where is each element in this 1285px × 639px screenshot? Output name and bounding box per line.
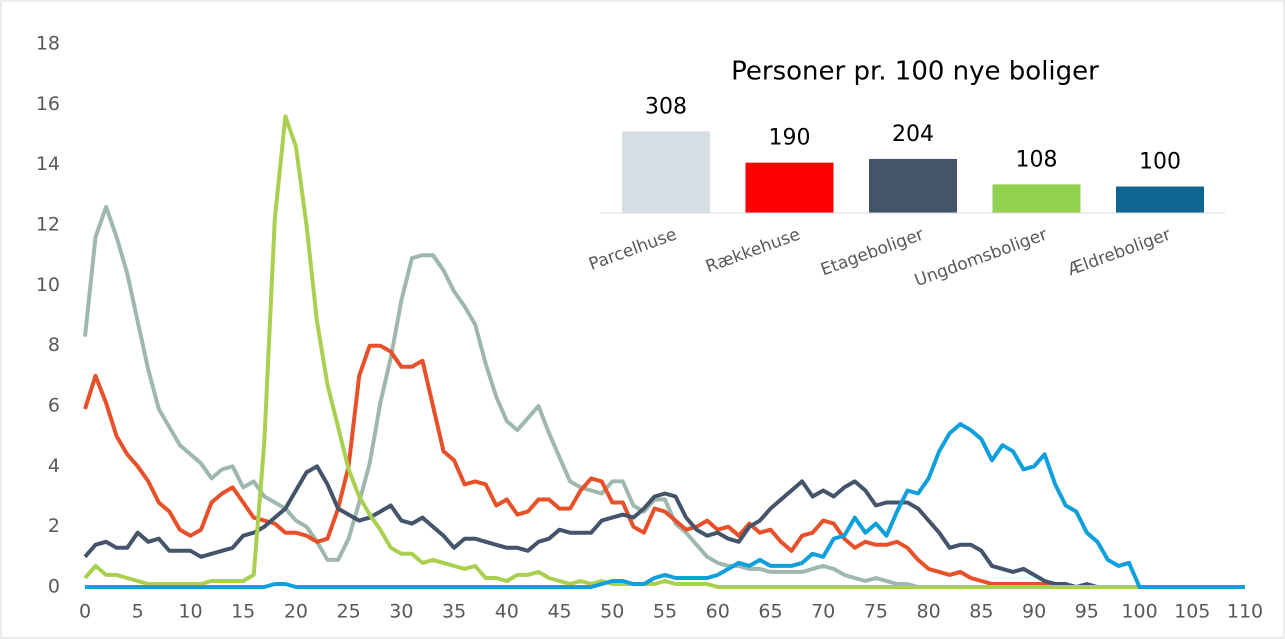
y-tick-label: 8 — [48, 334, 60, 356]
x-tick-label: 45 — [547, 601, 571, 623]
bar — [745, 162, 834, 213]
x-tick-label: 35 — [442, 601, 466, 623]
bar — [1116, 186, 1204, 213]
x-tick-label: 20 — [284, 601, 308, 623]
y-tick-label: 10 — [36, 274, 60, 296]
x-tick-label: 95 — [1075, 601, 1099, 623]
x-tick-label: 5 — [132, 601, 144, 623]
x-tick-label: 0 — [79, 601, 91, 623]
bar-value-label: 100 — [1139, 150, 1181, 175]
x-tick-label: 10 — [178, 601, 202, 623]
x-tick-label: 65 — [758, 601, 782, 623]
bar-value-label: 190 — [769, 126, 811, 151]
x-tick-label: 105 — [1174, 601, 1210, 623]
y-tick-label: 0 — [48, 576, 60, 598]
bar — [622, 131, 710, 213]
x-tick-label: 80 — [917, 601, 941, 623]
x-tick-label: 90 — [1022, 601, 1046, 623]
y-tick-label: 2 — [48, 515, 60, 537]
x-tick-label: 100 — [1121, 601, 1157, 623]
x-tick-label: 110 — [1227, 601, 1263, 623]
x-tick-label: 60 — [706, 601, 730, 623]
y-tick-label: 18 — [36, 33, 60, 55]
series-line — [85, 422, 1245, 589]
bar-value-label: 108 — [1016, 147, 1058, 172]
y-tick-label: 14 — [36, 153, 60, 175]
inset-title: Personer pr. 100 nye boliger — [731, 57, 1099, 87]
x-tick-label: 50 — [600, 601, 624, 623]
x-tick-label: 55 — [653, 601, 677, 623]
bar-value-label: 204 — [892, 122, 934, 147]
y-tick-label: 12 — [36, 214, 60, 236]
y-tick-label: 6 — [48, 395, 60, 417]
x-tick-label: 70 — [811, 601, 835, 623]
bar-value-label: 308 — [645, 94, 687, 119]
bar — [992, 184, 1081, 213]
x-tick-label: 15 — [231, 601, 255, 623]
series-line — [83, 464, 1245, 589]
bar — [869, 158, 957, 213]
x-tick-label: 30 — [389, 601, 413, 623]
x-tick-label: 40 — [495, 601, 519, 623]
x-tick-label: 85 — [969, 601, 993, 623]
series-line — [83, 114, 1245, 589]
y-tick-label: 4 — [48, 455, 60, 477]
y-tick-label: 16 — [36, 93, 60, 115]
x-tick-label: 25 — [337, 601, 361, 623]
x-tick-label: 75 — [864, 601, 888, 623]
